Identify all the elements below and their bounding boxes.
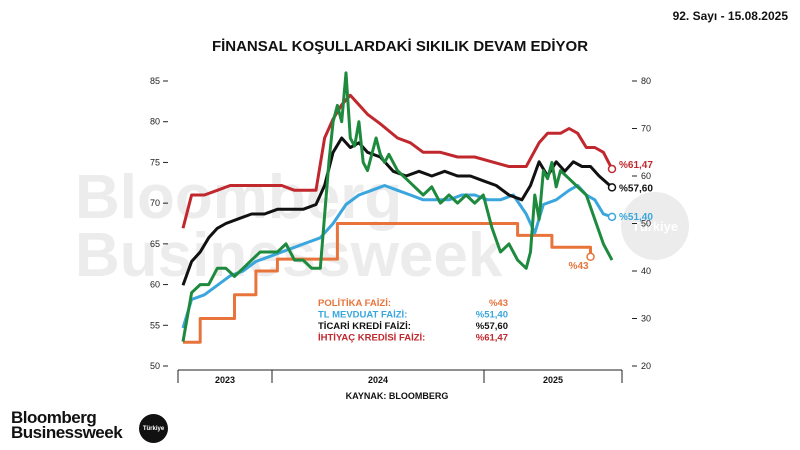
right-tick-label: 20 bbox=[641, 361, 651, 371]
end-marker bbox=[607, 164, 617, 174]
series-lines bbox=[181, 71, 614, 344]
left-y-axis: 50 55 60 65 70 75 80 85 bbox=[150, 76, 168, 371]
chart-title: FİNANSAL KOŞULLARDAKİ SIKILIK DEVAM EDİY… bbox=[212, 38, 588, 55]
series-line bbox=[181, 93, 614, 229]
left-tick-label: 65 bbox=[150, 239, 160, 249]
left-tick-label: 75 bbox=[150, 157, 160, 167]
legend-value: %57,60 bbox=[476, 321, 508, 332]
legend-label: İHTİYAÇ KREDİSİ FAİZİ: bbox=[318, 333, 425, 344]
watermark-badge-text: Türkiye bbox=[632, 219, 678, 234]
right-tick-label: 50 bbox=[641, 219, 651, 229]
end-marker bbox=[607, 183, 617, 192]
end-label: %43 bbox=[569, 261, 589, 272]
right-tick-label: 40 bbox=[641, 266, 651, 276]
series-line bbox=[181, 184, 613, 329]
brand-badge: Türkiye bbox=[139, 414, 168, 443]
brand-line2: Businessweek bbox=[11, 423, 123, 442]
end-labels: %43 %51,40 %57,60 %61,47 bbox=[569, 160, 654, 272]
left-tick-label: 85 bbox=[150, 76, 160, 86]
series-line bbox=[183, 222, 592, 344]
watermark-badge bbox=[621, 192, 689, 260]
legend-label: TİCARİ KREDİ FAİZİ: bbox=[318, 321, 411, 332]
left-tick-label: 70 bbox=[150, 198, 160, 208]
source-label: KAYNAK: BLOOMBERG bbox=[346, 391, 449, 401]
legend-value: %51,40 bbox=[476, 310, 508, 321]
end-marker bbox=[586, 252, 595, 261]
legend-label: POLİTİKA FAİZİ: bbox=[318, 298, 391, 309]
watermark-line2: Businessweek bbox=[75, 221, 503, 290]
right-tick-label: 70 bbox=[641, 124, 651, 134]
end-label: %51,40 bbox=[619, 212, 653, 223]
right-y-axis: 20 30 40 50 60 70 80 bbox=[632, 76, 651, 371]
right-tick-label: 80 bbox=[641, 76, 651, 86]
brand-line1: Bloomberg bbox=[11, 408, 97, 427]
left-tick-label: 60 bbox=[150, 280, 160, 290]
left-tick-label: 50 bbox=[150, 361, 160, 371]
x-tick-label: 2024 bbox=[368, 375, 388, 385]
brand-logo: Bloomberg Businessweek bbox=[11, 408, 123, 442]
right-tick-label: 60 bbox=[641, 171, 651, 181]
watermark: Bloomberg Businessweek Türkiye bbox=[75, 163, 689, 290]
end-marker bbox=[607, 212, 617, 222]
legend: POLİTİKA FAİZİ: %43 TL MEVDUAT FAİZİ: %51,4… bbox=[318, 298, 508, 344]
legend-value: %61,47 bbox=[476, 333, 508, 344]
end-label: %61,47 bbox=[619, 160, 653, 171]
end-label: %57,60 bbox=[619, 183, 653, 194]
series-line bbox=[181, 71, 614, 342]
legend-value: %43 bbox=[489, 298, 508, 309]
x-tick-label: 2025 bbox=[543, 375, 563, 385]
legend-label: TL MEVDUAT FAİZİ: bbox=[318, 310, 407, 321]
x-axis: 2023 2024 2025 bbox=[177, 369, 623, 385]
x-tick-label: 2023 bbox=[215, 375, 235, 385]
left-tick-label: 55 bbox=[150, 320, 160, 330]
right-tick-label: 30 bbox=[641, 314, 651, 324]
watermark-line1: Bloomberg bbox=[75, 163, 402, 232]
left-tick-label: 80 bbox=[150, 117, 160, 127]
issue-date: 92. Sayı - 15.08.2025 bbox=[672, 9, 788, 23]
